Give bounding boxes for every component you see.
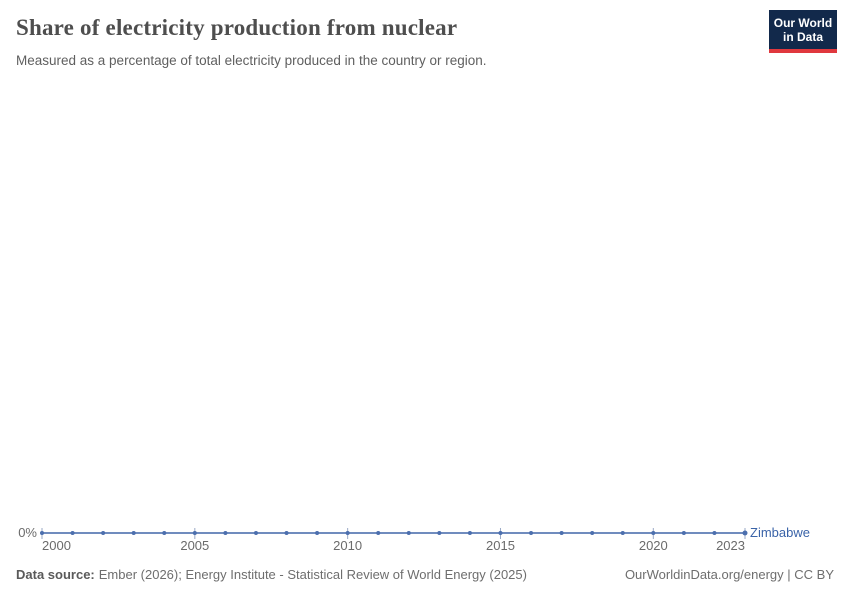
x-axis-tick-label: 2010 (333, 538, 363, 553)
data-point[interactable] (376, 531, 381, 535)
chart-footer: Data source: Ember (2026); Energy Institu… (16, 567, 834, 582)
data-point[interactable] (590, 531, 595, 535)
data-point[interactable] (712, 531, 717, 535)
owid-logo-line2: in Data (782, 30, 823, 44)
data-point[interactable] (70, 531, 75, 535)
data-point[interactable] (345, 531, 350, 535)
series-label-zimbabwe[interactable]: Zimbabwe (750, 525, 810, 540)
data-point[interactable] (131, 531, 136, 535)
data-point[interactable] (192, 531, 197, 535)
data-point[interactable] (253, 531, 258, 535)
x-axis-tick-label: 2023 (716, 538, 745, 553)
data-point[interactable] (101, 531, 106, 535)
data-point[interactable] (406, 531, 411, 535)
data-point[interactable] (742, 530, 748, 536)
data-point[interactable] (467, 531, 472, 535)
data-source-note: Data source: Ember (2026); Energy Institu… (16, 567, 527, 582)
x-axis-tick-label: 2005 (180, 538, 210, 553)
x-axis-tick-label: 2015 (486, 538, 515, 553)
credit-link[interactable]: OurWorldinData.org/energy | CC BY (624, 567, 834, 582)
data-point[interactable] (651, 531, 656, 535)
data-point[interactable] (223, 531, 228, 535)
data-point[interactable] (559, 531, 564, 535)
data-point[interactable] (437, 531, 442, 535)
data-point[interactable] (284, 531, 289, 535)
chart-subtitle: Measured as a percentage of total electr… (16, 53, 487, 68)
data-point[interactable] (620, 531, 625, 535)
y-axis-zero-label: 0% (18, 525, 37, 540)
owid-logo[interactable]: Our World in Data (769, 10, 837, 53)
x-axis-tick-label: 2020 (638, 538, 668, 553)
owid-logo-line1: Our World (773, 16, 833, 30)
data-point[interactable] (498, 531, 503, 535)
chart-title: Share of electricity production from nuc… (16, 15, 458, 40)
data-source-text: Ember (2026); Energy Institute - Statist… (98, 567, 527, 582)
data-source-label: Data source: (16, 567, 95, 582)
data-point[interactable] (681, 531, 686, 535)
data-point[interactable] (315, 531, 320, 535)
data-point[interactable] (162, 531, 167, 535)
data-point[interactable] (529, 531, 534, 535)
data-point[interactable] (40, 531, 44, 535)
x-axis-tick-label: 2000 (42, 538, 71, 553)
